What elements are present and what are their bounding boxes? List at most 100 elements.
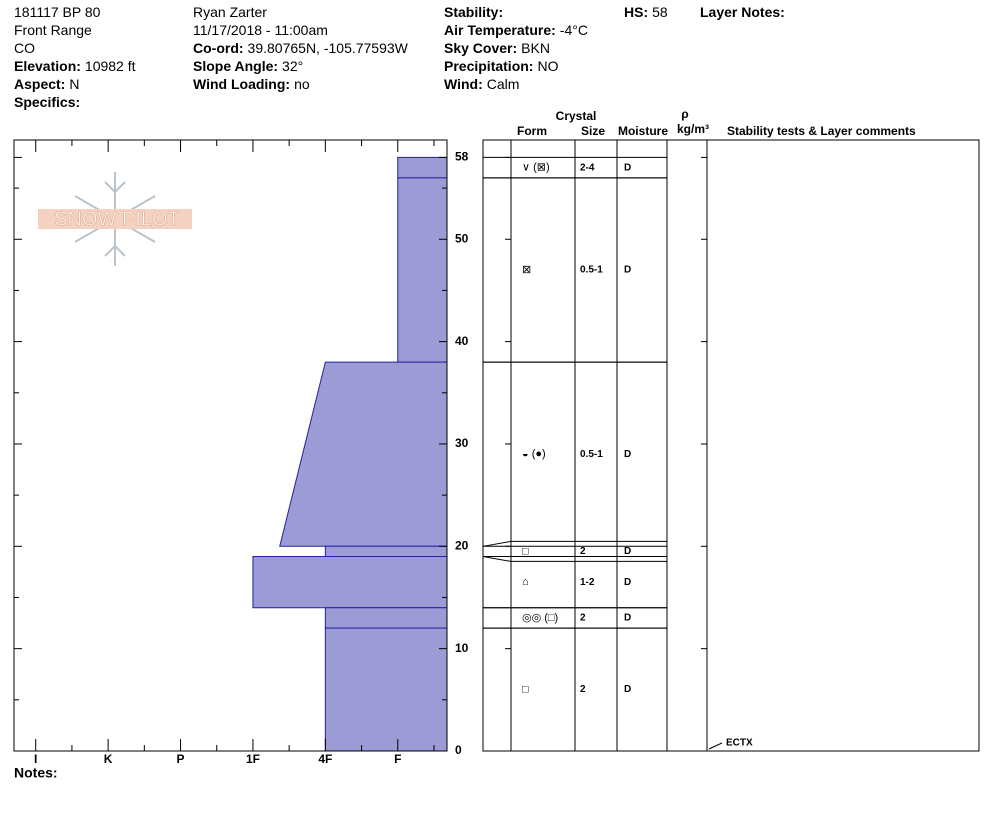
x-tick-label: P [177, 752, 185, 766]
y-tick-label: 0 [455, 743, 462, 757]
header-field: 181117 BP 80 [14, 3, 100, 21]
field-value: no [294, 76, 310, 92]
chart-frame [13, 139, 448, 752]
layer-form: ⊠ [522, 264, 531, 276]
logo-band [38, 209, 192, 229]
layer-moisture: D [624, 684, 631, 695]
x-tick-label: F [394, 752, 401, 766]
header-field: HS: 58 [624, 3, 668, 21]
field-label: Wind Loading: [193, 76, 291, 92]
table-header: Crystal [556, 109, 597, 123]
x-tick-label: 1F [246, 752, 260, 766]
layer-size: 2-4 [580, 162, 595, 173]
layer-moisture: D [624, 265, 631, 276]
y-tick-label: 58 [455, 150, 469, 164]
logo-text: SNOW PILOT [54, 208, 180, 230]
hardness-layer [324, 545, 448, 558]
header-field: Stability: [444, 3, 507, 21]
layer-moisture: D [624, 613, 631, 624]
field-label: Specifics: [14, 94, 81, 110]
field-label: Layer Notes: [700, 4, 785, 20]
field-label: Wind: [444, 76, 483, 92]
layer-connector [482, 540, 512, 547]
header-field: Precipitation: NO [444, 57, 558, 75]
field-value: Front Range [14, 22, 92, 38]
layer-form: ∨ (⊠) [522, 162, 550, 174]
hardness-layer [324, 607, 448, 629]
field-value: NO [537, 58, 559, 74]
field-label: Sky Cover: [444, 40, 518, 56]
field-value: 11/17/2018 - 11:00am [193, 22, 328, 38]
table-frame [482, 139, 980, 752]
table-header: Size [581, 124, 605, 138]
header-field: Co-ord: 39.80765N, -105.77593W [193, 39, 408, 57]
y-tick-label: 40 [455, 334, 469, 348]
layer-form: □ [522, 545, 529, 557]
header-field: Slope Angle: 32° [193, 57, 303, 75]
field-label: Precipitation: [444, 58, 534, 74]
y-tick-label: 30 [455, 436, 469, 450]
y-tick-label: 20 [455, 538, 469, 552]
field-value: 58 [652, 4, 668, 20]
header-field: 11/17/2018 - 11:00am [193, 21, 328, 39]
header-field: Wind Loading: no [193, 75, 310, 93]
test-label: ECTX [726, 738, 753, 749]
field-label: Aspect: [14, 76, 66, 92]
hardness-layer [324, 627, 448, 752]
field-label: Stability: [444, 4, 504, 20]
table-header: Form [517, 124, 547, 138]
layer-size: 2 [580, 546, 586, 557]
layer-form: ◒ (●) [522, 448, 546, 460]
layer-form: ◎◎ (□) [522, 612, 558, 624]
hardness-layer [252, 556, 448, 609]
y-tick-label: 50 [455, 231, 469, 245]
header-field: Wind: Calm [444, 75, 519, 93]
header-field: CO [14, 39, 35, 57]
layer-connector [482, 556, 512, 562]
table-header: kg/m³ [677, 122, 709, 136]
layer-moisture: D [624, 577, 631, 588]
header-field: Air Temperature: -4°C [444, 21, 588, 39]
table-header: Moisture [618, 124, 668, 138]
field-value: -4°C [559, 22, 588, 38]
hardness-layer [279, 361, 448, 547]
header-field: Elevation: 10982 ft [14, 57, 136, 75]
y-tick-label: 10 [455, 641, 469, 655]
table-header: ρ [681, 107, 688, 121]
layer-form: ⌂ [522, 576, 529, 588]
field-value: Calm [486, 76, 520, 92]
field-value: 32° [282, 58, 304, 74]
field-label: Slope Angle: [193, 58, 279, 74]
layer-moisture: D [624, 162, 631, 173]
layer-moisture: D [624, 449, 631, 460]
layer-size: 2 [580, 684, 586, 695]
layer-moisture: D [624, 546, 631, 557]
field-value: 10982 ft [84, 58, 136, 74]
header-field: Ryan Zarter [193, 3, 267, 21]
layer-size: 1-2 [580, 577, 595, 588]
layer-size: 0.5-1 [580, 449, 603, 460]
field-value: CO [14, 40, 35, 56]
table-header: Stability tests & Layer comments [727, 124, 916, 138]
field-label: HS: [624, 4, 649, 20]
header-field: Aspect: N [14, 75, 79, 93]
field-value: Ryan Zarter [193, 4, 267, 20]
field-label: Co-ord: [193, 40, 244, 56]
layer-size: 0.5-1 [580, 265, 603, 276]
field-value: BKN [521, 40, 550, 56]
header-field: Specifics: [14, 93, 84, 111]
hardness-layer [397, 177, 448, 363]
field-label: Elevation: [14, 58, 81, 74]
header-field: Sky Cover: BKN [444, 39, 550, 57]
header-field: Layer Notes: [700, 3, 789, 21]
x-tick-label: K [104, 752, 113, 766]
layer-form: □ [522, 683, 529, 695]
field-label: Air Temperature: [444, 22, 556, 38]
layer-size: 2 [580, 613, 586, 624]
field-value: 181117 BP 80 [14, 4, 101, 20]
x-tick-label: 4F [318, 752, 332, 766]
field-value: 39.80765N, -105.77593W [247, 40, 408, 56]
field-value: N [69, 76, 80, 92]
